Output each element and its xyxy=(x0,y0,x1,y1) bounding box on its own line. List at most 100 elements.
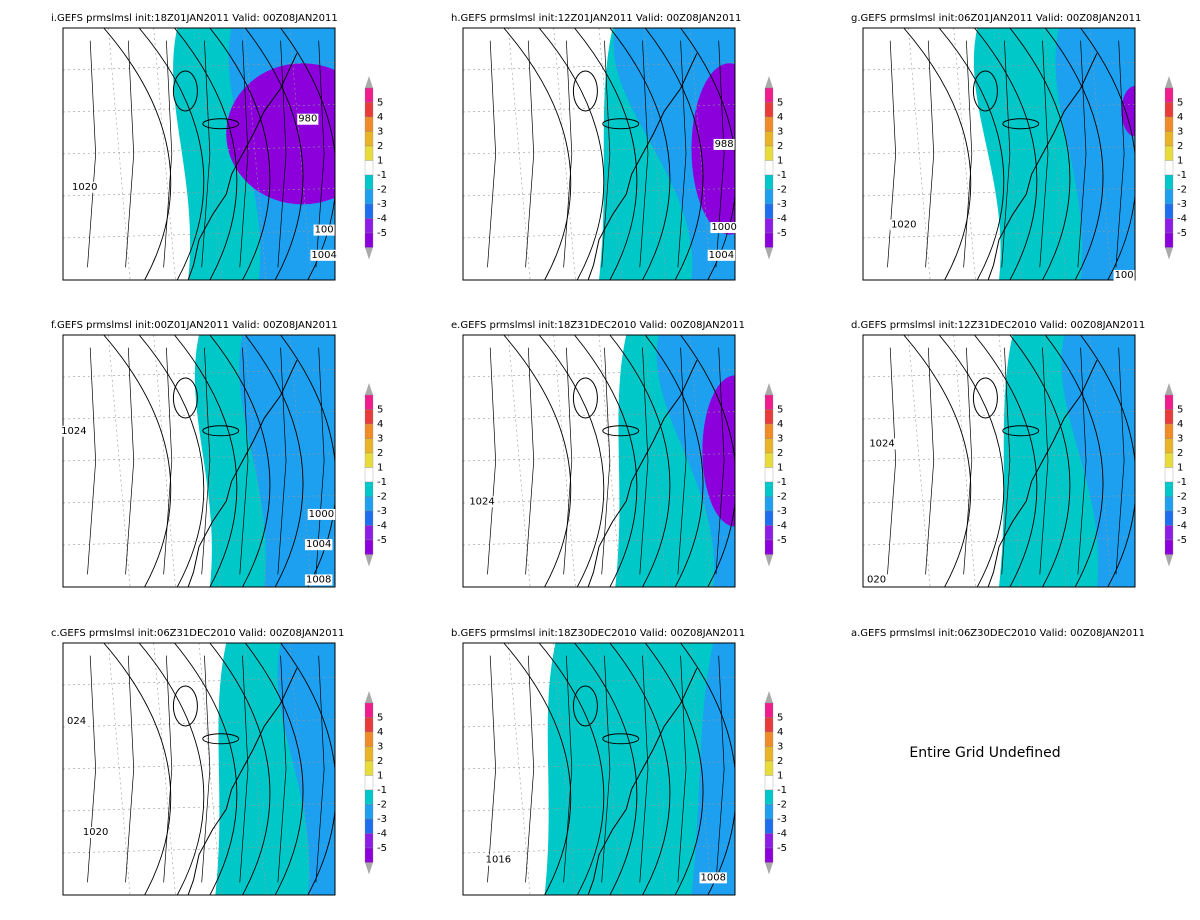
state-border xyxy=(487,40,496,268)
colorbar-label: 3 xyxy=(377,742,383,753)
map-panel: h.GEFS prmslmsl init:12Z01JAN2011 Valid:… xyxy=(451,13,787,281)
panel-title: a.GEFS prmslmsl init:06Z30DEC2010 Valid:… xyxy=(851,628,1145,639)
colorbar-segment xyxy=(364,203,374,219)
isobar xyxy=(903,335,972,587)
colorbar-label: 3 xyxy=(777,127,783,138)
colorbar-segment xyxy=(1164,467,1174,483)
map-frame xyxy=(462,642,736,896)
colorbar-label: 2 xyxy=(777,756,783,767)
contour-label-bg xyxy=(66,716,88,728)
isobar xyxy=(538,643,605,895)
colorbar-label: -4 xyxy=(1177,521,1187,532)
state-border xyxy=(525,655,535,883)
colorbar-segment xyxy=(364,145,374,161)
great-lake xyxy=(602,425,640,437)
contour-label: 1004 xyxy=(311,250,336,261)
state-border xyxy=(639,40,649,268)
parallel xyxy=(863,188,1135,197)
great-lake xyxy=(572,377,598,419)
colorbar-label: -4 xyxy=(777,829,787,840)
colorbar-label: -5 xyxy=(777,843,787,854)
parallel xyxy=(463,230,735,239)
colorbar-segment xyxy=(364,189,374,205)
blue-region xyxy=(1061,335,1135,587)
colorbar-label: -2 xyxy=(1177,185,1187,196)
contour-label: 1020 xyxy=(72,182,97,193)
meridian xyxy=(1044,335,1067,587)
state-border xyxy=(1039,347,1049,575)
parallel xyxy=(863,369,1135,378)
isobar xyxy=(103,28,172,280)
map-content xyxy=(63,643,335,895)
state-border xyxy=(1115,40,1125,268)
great-lake xyxy=(172,70,198,112)
contour-label: 1020 xyxy=(891,220,916,231)
map-frame xyxy=(62,27,336,281)
contour-label-bg xyxy=(866,574,888,586)
colorbar-label: -1 xyxy=(377,477,387,488)
great-lake xyxy=(202,425,240,437)
colorbar-segment xyxy=(364,804,374,820)
contour-label-bg xyxy=(60,425,88,437)
colorbar-label: -2 xyxy=(377,492,387,503)
colorbar-segment xyxy=(364,218,374,234)
colorbar-segment xyxy=(364,131,374,147)
isobar xyxy=(1009,28,1071,280)
blue-region xyxy=(1055,28,1135,280)
state-border xyxy=(125,40,135,268)
colorbar-label: -1 xyxy=(777,785,787,796)
parallel xyxy=(463,761,735,770)
map-panel: d.GEFS prmslmsl init:12Z31DEC2010 Valid:… xyxy=(851,320,1187,588)
colorbar-segment xyxy=(364,438,374,454)
colorbar-segment xyxy=(364,717,374,733)
contour-label-bg xyxy=(699,872,727,884)
panel-title: d.GEFS prmslmsl init:12Z31DEC2010 Valid:… xyxy=(851,320,1145,331)
colorbar-tip xyxy=(365,691,373,703)
colorbar-label: 2 xyxy=(777,448,783,459)
state-border xyxy=(715,347,725,575)
colorbar-label: -1 xyxy=(377,170,387,181)
state-border xyxy=(1115,347,1125,575)
meridian xyxy=(689,335,712,587)
colorbar-label: 1 xyxy=(1177,156,1183,167)
colorbar-segment xyxy=(364,833,374,849)
meridian xyxy=(953,28,976,280)
colorbar-segment xyxy=(1164,218,1174,234)
isobar xyxy=(538,335,605,587)
colorbar-segment xyxy=(764,409,774,425)
meridian xyxy=(1089,335,1112,587)
parallel xyxy=(463,537,735,546)
great-lake xyxy=(572,70,598,112)
map-panel: e.GEFS prmslmsl init:18Z31DEC2010 Valid:… xyxy=(451,320,787,588)
colorbar-label: -1 xyxy=(1177,170,1187,181)
contour-label: 1020 xyxy=(83,827,108,838)
meridian xyxy=(508,643,531,895)
meridian xyxy=(108,643,131,895)
map-content xyxy=(63,335,335,587)
colorbar-label: 5 xyxy=(777,713,783,724)
colorbar-segment xyxy=(1164,232,1174,248)
contour-label: 1024 xyxy=(469,496,494,507)
contour-label: 1024 xyxy=(61,426,86,437)
map-panel: i.GEFS prmslmsl init:18Z01JAN2011 Valid:… xyxy=(51,13,387,281)
colorbar-label: -4 xyxy=(377,214,387,225)
purple-region xyxy=(1121,85,1135,137)
colorbar-label: -2 xyxy=(1177,492,1187,503)
colorbar-segment xyxy=(764,116,774,132)
parallel xyxy=(863,495,1135,504)
colorbar-label: 1 xyxy=(377,463,383,474)
colorbar-label: 1 xyxy=(377,156,383,167)
contour-label-bg xyxy=(868,438,896,450)
isobar xyxy=(138,643,205,895)
colorbar-segment xyxy=(764,145,774,161)
state-border xyxy=(963,347,973,575)
colorbar-label: 4 xyxy=(1177,419,1183,430)
state-border xyxy=(677,347,687,575)
isobar xyxy=(174,643,238,895)
colorbar-label: 4 xyxy=(777,112,783,123)
colorbar-segment xyxy=(1164,145,1174,161)
colorbar-label: 1 xyxy=(777,463,783,474)
coastline xyxy=(187,359,298,587)
parallel xyxy=(463,803,735,812)
colorbar-segment xyxy=(764,423,774,439)
